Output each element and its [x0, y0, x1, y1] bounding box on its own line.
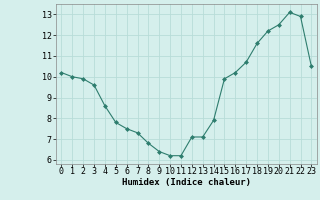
X-axis label: Humidex (Indice chaleur): Humidex (Indice chaleur): [122, 178, 251, 187]
